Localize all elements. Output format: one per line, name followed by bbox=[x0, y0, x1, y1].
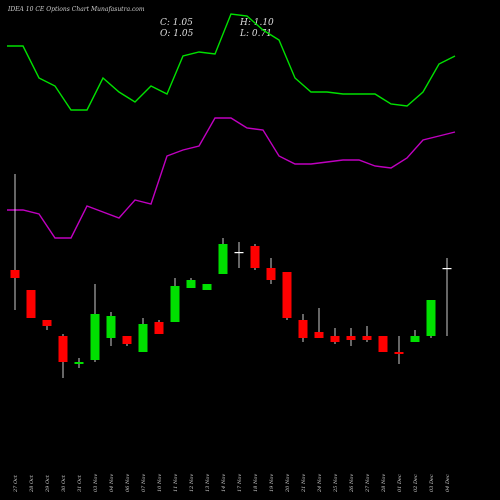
x-axis-labels: 27 Oct 28 Oct 29 Oct 30 Oct 31 Oct 03 Nov 04 N… bbox=[13, 474, 451, 493]
x-tick-label: 20 Nov bbox=[285, 474, 291, 493]
candle-body bbox=[410, 336, 420, 342]
candle-body bbox=[314, 332, 324, 338]
x-tick-label: 24 Nov bbox=[317, 474, 323, 493]
low-value: L: 0.71 bbox=[240, 29, 272, 39]
x-tick-label: 25 Nov bbox=[333, 474, 339, 493]
candle-body bbox=[58, 336, 68, 362]
x-tick-label: 21 Nov bbox=[301, 474, 307, 493]
x-tick-label: 04 Dec bbox=[445, 474, 451, 492]
candle-body bbox=[234, 252, 244, 254]
candle-body bbox=[10, 270, 20, 278]
x-tick-label: 31 Oct bbox=[77, 474, 83, 492]
candle-body bbox=[250, 246, 260, 268]
x-tick-label: 26 Nov bbox=[349, 474, 355, 493]
candle-body bbox=[346, 336, 356, 340]
x-tick-label: 27 Oct bbox=[13, 474, 19, 493]
candle-body bbox=[154, 322, 164, 334]
candle-body bbox=[42, 320, 52, 326]
high-value: H: 1.10 bbox=[240, 18, 274, 28]
x-tick-label: 30 Oct bbox=[61, 474, 67, 492]
candle-body bbox=[266, 268, 276, 280]
candle-body bbox=[426, 300, 436, 336]
candle-body bbox=[202, 284, 212, 290]
candle-body bbox=[122, 336, 132, 344]
candle-body bbox=[90, 314, 100, 360]
candle-body bbox=[186, 280, 196, 288]
x-tick-label: 27 Nov bbox=[365, 474, 371, 493]
candle-body bbox=[74, 362, 84, 364]
x-tick-label: 07 Nov bbox=[141, 474, 147, 492]
candles-layer bbox=[10, 174, 452, 378]
x-tick-label: 18 Nov bbox=[253, 474, 259, 492]
candle-body bbox=[218, 244, 228, 274]
lower-band-line bbox=[7, 117, 456, 239]
candle-body bbox=[298, 320, 308, 338]
x-tick-label: 10 Nov bbox=[157, 474, 163, 492]
candle-body bbox=[170, 286, 180, 322]
x-tick-label: 11 Nov bbox=[173, 474, 179, 492]
x-tick-label: 13 Nov bbox=[205, 474, 211, 492]
x-tick-label: 14 Nov bbox=[221, 474, 227, 492]
bands-layer bbox=[7, 13, 456, 239]
x-tick-label: 28 Oct bbox=[29, 474, 35, 493]
x-tick-label: 01 Dec bbox=[397, 474, 403, 492]
upper-band-line bbox=[7, 13, 456, 111]
x-tick-label: 12 Nov bbox=[189, 474, 195, 492]
x-tick-label: 02 Dec bbox=[413, 474, 419, 492]
x-tick-label: 29 Oct bbox=[45, 474, 51, 493]
x-tick-label: 03 Nov bbox=[93, 474, 99, 492]
candle-body bbox=[442, 268, 452, 270]
candle-body bbox=[138, 324, 148, 352]
x-tick-label: 03 Dec bbox=[429, 474, 435, 492]
candle-body bbox=[394, 352, 404, 354]
chart-title: IDEA 10 CE Options Chart Munafasutra.com bbox=[8, 6, 145, 13]
candle-body bbox=[362, 336, 372, 340]
candle-body bbox=[282, 272, 292, 318]
x-tick-label: 19 Nov bbox=[269, 474, 275, 492]
candle-body bbox=[26, 290, 36, 318]
candle-body bbox=[330, 336, 340, 342]
open-value: O: 1.05 bbox=[160, 29, 194, 39]
x-tick-label: 17 Nov bbox=[237, 474, 243, 492]
x-tick-label: 06 Nov bbox=[125, 474, 131, 492]
x-tick-label: 28 Nov bbox=[381, 474, 387, 493]
candle-body bbox=[106, 316, 116, 338]
x-tick-label: 04 Nov bbox=[109, 474, 115, 492]
close-value: C: 1.05 bbox=[160, 18, 193, 28]
candle-body bbox=[378, 336, 388, 352]
